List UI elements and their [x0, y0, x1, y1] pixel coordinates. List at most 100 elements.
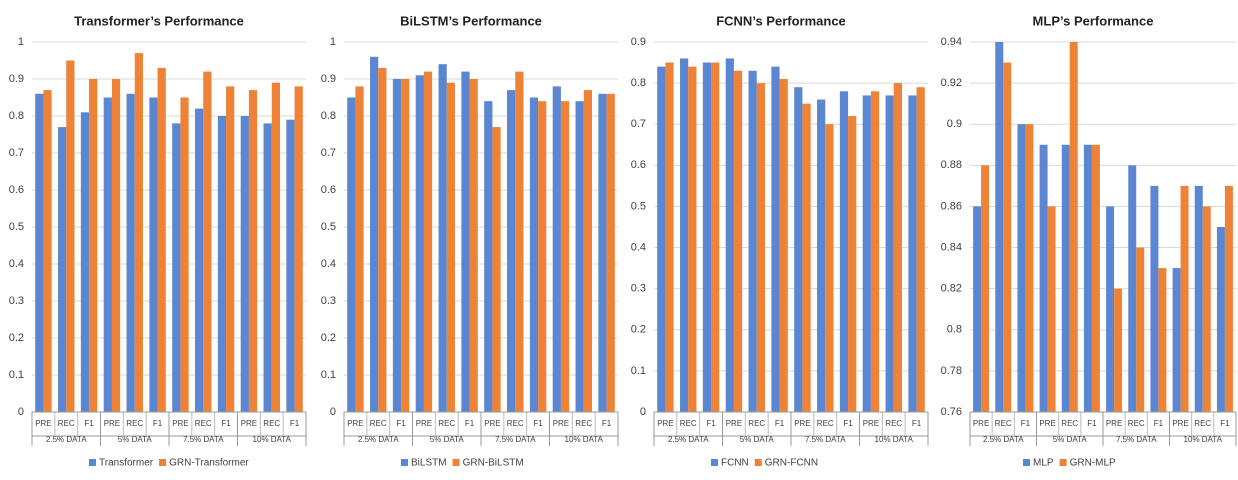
group-label: 10% DATA — [1184, 435, 1223, 444]
legend-label: FCNN — [721, 458, 749, 469]
group-label: 7.5% DATA — [805, 435, 846, 444]
bar — [401, 79, 410, 412]
x-tick-label: F1 — [1087, 419, 1097, 428]
bar — [657, 66, 666, 413]
bar — [1025, 124, 1034, 412]
y-tick-label: 0.5 — [321, 221, 336, 233]
x-tick-label: REC — [263, 419, 280, 428]
y-tick-label: 0.88 — [941, 159, 962, 171]
bar — [870, 91, 880, 412]
bar — [893, 83, 902, 412]
x-tick-label: F1 — [1220, 419, 1230, 428]
x-tick-label: REC — [1061, 419, 1078, 428]
chart-title: Transformer’s Performance — [74, 13, 244, 28]
y-tick-label: 0.3 — [321, 295, 336, 307]
bar — [492, 127, 501, 412]
bar — [1136, 247, 1145, 412]
x-tick-label: PRE — [416, 419, 432, 428]
group-label: 10% DATA — [875, 435, 914, 444]
bar — [484, 101, 493, 412]
bar — [157, 67, 166, 413]
bar — [515, 71, 524, 412]
y-tick-label: 0.1 — [631, 365, 646, 377]
x-tick-label: REC — [748, 419, 765, 428]
bar — [702, 62, 712, 413]
bar — [370, 56, 379, 413]
bar — [126, 93, 135, 413]
x-tick-label: F1 — [843, 419, 853, 428]
bar — [606, 93, 615, 413]
x-tick-label: PRE — [35, 419, 51, 428]
bar — [552, 86, 561, 413]
x-tick-label: REC — [885, 419, 902, 428]
y-tick-label: 0.9 — [947, 118, 962, 130]
x-tick-label: PRE — [1106, 419, 1122, 428]
group-label: 5% DATA — [1053, 435, 1088, 444]
legend-swatch — [89, 459, 96, 466]
bar — [825, 124, 834, 412]
bar — [1039, 144, 1048, 412]
x-tick-label: PRE — [863, 419, 879, 428]
legend-swatch — [159, 459, 167, 466]
group-label: 2.5% DATA — [668, 435, 709, 444]
y-tick-label: 0.1 — [321, 369, 336, 381]
bar — [1114, 288, 1123, 412]
bar — [1194, 185, 1203, 412]
legend-swatch — [1023, 459, 1030, 466]
y-tick-label: 1 — [330, 36, 336, 48]
group-label: 10% DATA — [565, 435, 604, 444]
y-tick-label: 0.94 — [941, 36, 962, 48]
bar — [286, 119, 295, 412]
y-tick-label: 0.9 — [321, 73, 336, 85]
bar — [1061, 144, 1070, 412]
bar — [1017, 124, 1026, 412]
y-tick-label: 0.7 — [321, 147, 336, 159]
y-tick-label: 0.3 — [631, 283, 646, 295]
bar — [817, 99, 826, 413]
bar — [771, 66, 780, 413]
chart: FCNN’s Performance 0 0.1 0.2 0.3 0.4 0.5 0.6 0.7… — [631, 13, 929, 469]
bar — [469, 79, 478, 412]
x-tick-label: F1 — [912, 419, 922, 428]
bar — [1047, 206, 1056, 412]
y-tick-label: 0.6 — [9, 184, 24, 196]
x-tick-label: REC — [195, 419, 212, 428]
y-tick-label: 0.4 — [631, 241, 646, 253]
group-label: 7.5% DATA — [495, 435, 536, 444]
y-tick-label: 0.9 — [631, 36, 646, 48]
bar — [885, 95, 894, 412]
group-label: 5% DATA — [118, 435, 153, 444]
bar — [1172, 268, 1181, 412]
y-tick-label: 0.2 — [9, 332, 24, 344]
group-label: 2.5% DATA — [358, 435, 399, 444]
bar — [1216, 227, 1225, 412]
chart: Transformer’s Performance 0 0.1 0.2 0.3 0.4 0.… — [9, 13, 307, 469]
bar — [1224, 185, 1233, 412]
bar — [103, 97, 112, 412]
bar — [1083, 144, 1092, 412]
bar — [438, 64, 447, 412]
bar — [560, 101, 570, 412]
legend-label: BiLSTM — [411, 458, 447, 469]
legend-swatch — [452, 459, 460, 466]
chart-title: FCNN’s Performance — [716, 13, 846, 28]
x-tick-label: REC — [370, 419, 387, 428]
bar — [1150, 185, 1159, 412]
y-tick-label: 0 — [640, 406, 646, 418]
bar — [583, 90, 592, 412]
y-tick-label: 0.84 — [941, 241, 962, 253]
y-tick-label: 0.5 — [9, 221, 24, 233]
bar — [217, 116, 227, 412]
legend-label: GRN-MLP — [1070, 458, 1116, 469]
chart-title: MLP’s Performance — [1033, 13, 1154, 28]
x-tick-label: PRE — [347, 419, 363, 428]
bar — [756, 83, 765, 412]
y-tick-label: 0.8 — [631, 77, 646, 89]
bar — [423, 71, 433, 412]
group-label: 2.5% DATA — [46, 435, 87, 444]
x-tick-label: PRE — [1172, 419, 1188, 428]
bar — [248, 90, 258, 412]
x-tick-label: PRE — [104, 419, 120, 428]
group-label: 7.5% DATA — [1116, 435, 1157, 444]
legend-swatch — [754, 459, 762, 466]
